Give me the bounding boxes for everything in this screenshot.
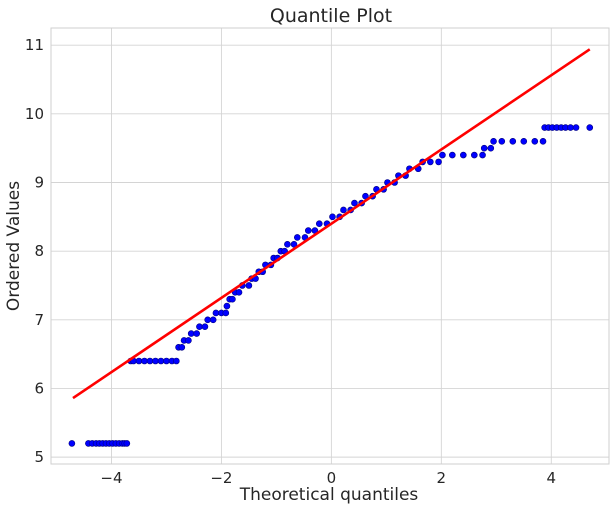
- data-point: [152, 357, 159, 365]
- x-tick-labels: −4 −2 0 2 4: [100, 469, 556, 487]
- y-tick-label: 9: [34, 173, 44, 191]
- data-point: [123, 440, 131, 447]
- x-axis-label: Theoretical quantiles: [239, 485, 419, 505]
- data-point: [586, 124, 594, 131]
- y-tick-label: 11: [25, 36, 44, 54]
- reference-fit-line: [72, 48, 591, 400]
- data-point: [209, 316, 217, 324]
- data-point: [163, 357, 170, 365]
- data-point: [520, 137, 528, 145]
- data-point: [329, 213, 336, 221]
- data-point: [185, 337, 192, 344]
- data-point: [439, 151, 446, 159]
- y-tick-label: 10: [25, 105, 44, 123]
- data-point: [567, 124, 574, 131]
- x-tick-label: 4: [547, 469, 557, 487]
- data-point: [539, 137, 547, 145]
- data-point: [479, 151, 486, 159]
- x-tick-label: 2: [437, 469, 447, 487]
- data-point: [223, 302, 231, 310]
- data-point: [315, 220, 323, 227]
- y-tick-label: 6: [34, 379, 44, 397]
- data-point: [509, 137, 517, 145]
- data-point: [572, 124, 580, 131]
- data-point: [449, 151, 456, 159]
- data-point: [204, 316, 211, 324]
- data-point: [193, 330, 200, 337]
- data-point: [235, 289, 243, 296]
- x-tick-label: −4: [100, 469, 122, 487]
- y-tick-label: 5: [34, 448, 44, 466]
- x-tick-label: −2: [210, 469, 232, 487]
- data-point: [178, 343, 186, 351]
- data-point: [304, 227, 312, 234]
- y-tick-label: 8: [34, 242, 44, 260]
- data-point: [135, 357, 143, 365]
- data-point: [212, 309, 220, 317]
- data-point: [427, 158, 434, 166]
- data-point: [498, 137, 506, 145]
- data-point: [157, 357, 165, 365]
- data-point: [222, 309, 230, 317]
- grid: [51, 28, 609, 464]
- y-tick-label: 7: [34, 311, 44, 329]
- data-point: [196, 323, 203, 330]
- data-point: [487, 144, 495, 152]
- data-point: [490, 137, 497, 145]
- data-point: [340, 206, 347, 214]
- data-point: [201, 323, 209, 330]
- y-axis-label: Ordered Values: [4, 181, 24, 311]
- data-point: [284, 240, 291, 248]
- data-point: [68, 440, 76, 447]
- data-point: [471, 151, 478, 159]
- data-point: [141, 357, 148, 365]
- data-point: [435, 158, 442, 166]
- y-tick-labels: 5 6 7 8 9 10 11: [25, 36, 44, 466]
- data-point: [187, 330, 195, 337]
- data-point: [290, 240, 298, 248]
- data-point: [531, 137, 539, 145]
- plot-frame: [50, 27, 610, 465]
- data-point: [460, 151, 467, 159]
- data-point: [229, 295, 236, 303]
- data-point: [245, 282, 253, 289]
- data-points: [68, 124, 594, 447]
- chart-title: Quantile Plot: [270, 5, 392, 27]
- data-point: [293, 234, 301, 241]
- data-point: [480, 144, 488, 152]
- x-tick-label: 0: [327, 469, 337, 487]
- data-point: [146, 357, 154, 365]
- data-point: [173, 357, 180, 365]
- data-point: [351, 199, 358, 207]
